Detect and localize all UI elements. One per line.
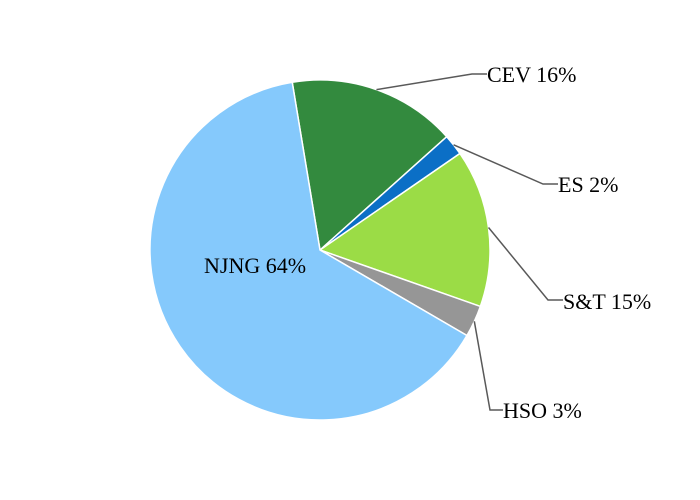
leader-line-cev (376, 73, 487, 91)
slice-label-njng: NJNG 64% (204, 253, 306, 278)
pie-slice-cev (291, 79, 448, 252)
slice-label-sandt: S&T 15% (563, 289, 651, 314)
leader-line-sandt (487, 227, 563, 301)
labels-layer: CEV 16% ES 2% S&T 15% HSO 3% NJNG 64% (204, 62, 651, 423)
slices-layer (149, 79, 491, 421)
slice-label-cev: CEV 16% (487, 62, 576, 87)
leader-line-es (453, 144, 558, 185)
slice-label-es: ES 2% (558, 172, 619, 197)
leader-line-hso (473, 321, 503, 411)
leader-lines-layer (376, 73, 563, 411)
slice-label-hso: HSO 3% (503, 398, 582, 423)
pie-slice-sandt (318, 152, 491, 308)
pie-slice-njng (149, 81, 468, 421)
